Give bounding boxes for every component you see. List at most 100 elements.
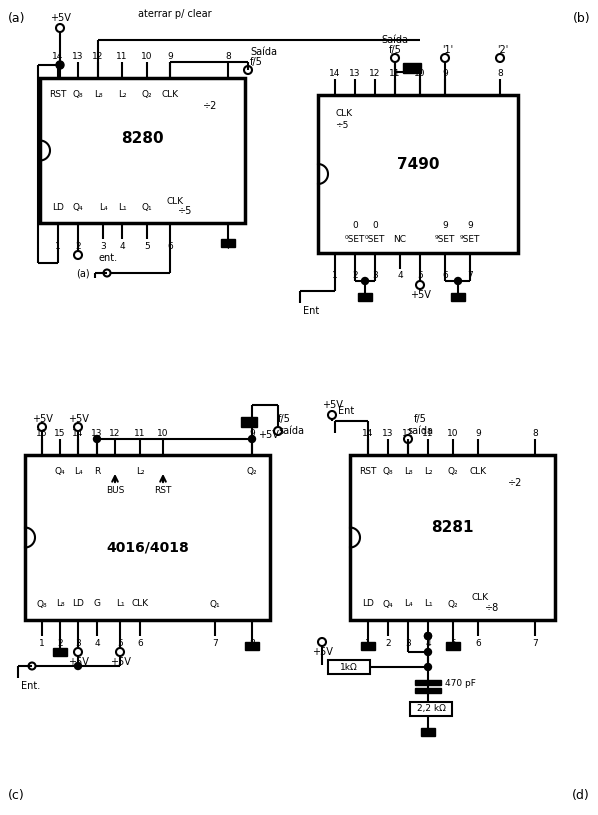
Text: 10: 10: [157, 429, 169, 438]
Bar: [446, 642, 460, 650]
Circle shape: [93, 435, 100, 443]
Text: 6: 6: [442, 271, 448, 280]
Bar: [318, 95, 518, 253]
Text: 0: 0: [372, 221, 378, 230]
Text: (c): (c): [8, 788, 25, 801]
Text: +5V: +5V: [258, 430, 279, 440]
Text: 1: 1: [39, 638, 45, 647]
Text: +5V: +5V: [50, 13, 71, 23]
Text: ⁰SET: ⁰SET: [345, 235, 365, 244]
Text: +5V: +5V: [322, 400, 343, 410]
Text: BUS: BUS: [106, 486, 124, 495]
Text: 7: 7: [225, 241, 231, 250]
Text: 3: 3: [405, 638, 411, 647]
Text: 4: 4: [94, 638, 100, 647]
Text: 11: 11: [134, 429, 146, 438]
Text: 7: 7: [467, 271, 473, 280]
Text: 1kΩ: 1kΩ: [340, 663, 358, 672]
Text: L₁: L₁: [424, 600, 432, 609]
Text: 11: 11: [116, 51, 128, 60]
Text: ÷5: ÷5: [178, 206, 192, 216]
Text: 470 pF: 470 pF: [444, 680, 475, 689]
Text: 7490: 7490: [396, 156, 440, 171]
Text: CLK: CLK: [166, 196, 184, 205]
Text: ⁰SET: ⁰SET: [365, 235, 385, 244]
Text: CLK: CLK: [471, 593, 489, 602]
Text: 4016/4018: 4016/4018: [106, 540, 189, 554]
Bar: [451, 293, 465, 301]
Text: 3: 3: [100, 241, 106, 250]
Text: Q₂: Q₂: [247, 466, 257, 475]
Text: 2: 2: [57, 638, 63, 647]
Text: +5V: +5V: [68, 657, 89, 667]
Bar: [361, 642, 375, 650]
Text: 4: 4: [119, 241, 125, 250]
Text: Q₁: Q₁: [142, 202, 152, 212]
Text: 2: 2: [352, 271, 358, 280]
Text: 13: 13: [382, 429, 393, 438]
Text: 14: 14: [72, 429, 84, 438]
Text: RST: RST: [359, 466, 377, 475]
Text: Ent: Ent: [303, 306, 319, 316]
Text: 9: 9: [442, 68, 448, 77]
Text: 9: 9: [467, 221, 473, 230]
Text: 14: 14: [362, 429, 374, 438]
Text: 2: 2: [75, 241, 81, 250]
Text: NC: NC: [393, 235, 407, 244]
Text: ÷2: ÷2: [508, 478, 522, 488]
Text: RST: RST: [49, 90, 67, 99]
Text: f/5: f/5: [250, 57, 263, 67]
Text: 8: 8: [249, 638, 255, 647]
Text: (a): (a): [8, 11, 26, 24]
Bar: [358, 293, 372, 301]
Text: 4: 4: [425, 638, 431, 647]
Text: 7: 7: [532, 638, 538, 647]
Text: '2': '2': [498, 45, 509, 55]
Text: Q₂: Q₂: [448, 466, 458, 475]
Text: 6: 6: [137, 638, 143, 647]
Text: 4: 4: [397, 271, 403, 280]
Text: 16: 16: [36, 429, 48, 438]
Text: (d): (d): [572, 788, 590, 801]
Circle shape: [454, 277, 462, 284]
Text: ÷5: ÷5: [335, 121, 349, 130]
Text: L₄: L₄: [404, 600, 412, 609]
Text: Q₈: Q₈: [36, 600, 47, 609]
Text: 8280: 8280: [121, 131, 164, 146]
Text: L₁: L₁: [118, 202, 126, 212]
Text: 12: 12: [402, 429, 414, 438]
Text: 8281: 8281: [431, 520, 474, 535]
Text: L₄: L₄: [74, 466, 83, 475]
Text: +5V: +5V: [312, 647, 332, 657]
Text: f/5: f/5: [389, 45, 401, 55]
Bar: [421, 728, 435, 736]
Bar: [53, 648, 67, 656]
Text: 10: 10: [414, 68, 426, 77]
Circle shape: [75, 663, 81, 669]
Text: 6: 6: [475, 638, 481, 647]
Text: 0: 0: [352, 221, 358, 230]
Text: L₈: L₈: [94, 90, 102, 99]
Text: ⁹SET: ⁹SET: [435, 235, 455, 244]
Bar: [25, 455, 270, 620]
Text: 9: 9: [167, 51, 173, 60]
Text: 12: 12: [92, 51, 103, 60]
Bar: [410, 702, 452, 716]
Text: CLK: CLK: [132, 600, 148, 609]
Text: +5V: +5V: [410, 290, 431, 300]
Text: 10: 10: [141, 51, 152, 60]
Text: 13: 13: [91, 429, 103, 438]
Text: 12: 12: [109, 429, 121, 438]
Text: 9: 9: [475, 429, 481, 438]
Text: Q₂: Q₂: [142, 90, 152, 99]
Bar: [40, 78, 245, 223]
Text: Q₈: Q₈: [383, 466, 393, 475]
Text: 7: 7: [212, 638, 218, 647]
Text: CLK: CLK: [335, 108, 352, 117]
Circle shape: [425, 632, 432, 640]
Text: 5: 5: [417, 271, 423, 280]
Text: Q₄: Q₄: [73, 202, 83, 212]
Text: 13: 13: [349, 68, 361, 77]
Text: 2,2 kΩ: 2,2 kΩ: [417, 704, 446, 713]
Text: L₈: L₈: [404, 466, 412, 475]
